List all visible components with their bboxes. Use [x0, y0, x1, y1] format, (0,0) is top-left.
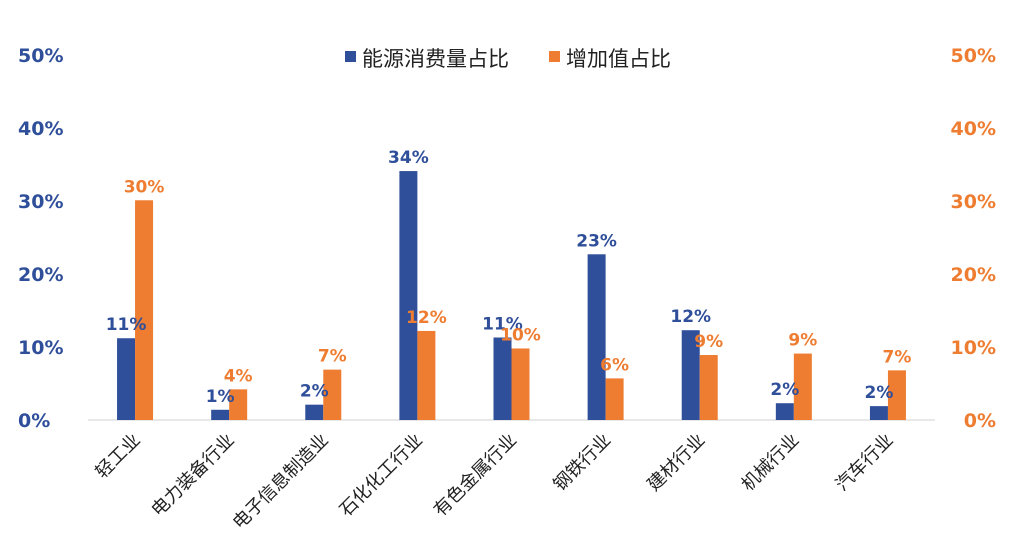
- bar-energy: [775, 403, 794, 420]
- data-label-value-added: 12%: [406, 308, 447, 328]
- y-tick-left: 20%: [18, 264, 63, 286]
- y-tick-right: 30%: [951, 191, 996, 213]
- data-label-energy: 11%: [482, 315, 523, 335]
- bar-energy: [117, 338, 136, 420]
- legend-swatch-energy: [345, 51, 356, 62]
- data-label-energy: 11%: [106, 315, 147, 335]
- bar-value-added: [887, 370, 906, 420]
- y-tick-right: 20%: [951, 264, 996, 286]
- x-category-label: 钢铁行业: [549, 430, 615, 496]
- bar-value-added: [417, 330, 436, 420]
- bar-value-added: [323, 369, 342, 420]
- data-label-energy: 23%: [576, 231, 617, 251]
- left-y-axis: 0% 10% 20% 30% 40% 50%: [18, 45, 63, 432]
- legend-label-value-added: 增加值占比: [566, 47, 671, 71]
- bar-energy: [587, 254, 606, 420]
- x-category-label: 电力装备行业: [147, 430, 238, 521]
- data-label-value-added: 6%: [600, 355, 629, 375]
- data-label-value-added: 30%: [124, 177, 165, 197]
- data-label-energy: 12%: [670, 307, 711, 327]
- bar-energy: [211, 409, 230, 420]
- data-label-energy: 2%: [300, 382, 329, 402]
- data-label-value-added: 9%: [788, 331, 817, 351]
- y-tick-right: 0%: [964, 410, 996, 432]
- y-tick-left: 10%: [18, 337, 63, 359]
- right-y-axis: 0% 10% 20% 30% 40% 50%: [951, 45, 996, 432]
- y-tick-right: 50%: [951, 45, 996, 67]
- y-tick-left: 0%: [18, 410, 50, 432]
- bar-energy: [399, 171, 418, 420]
- bar-value-added: [793, 353, 812, 420]
- data-label-value-added: 10%: [500, 325, 541, 345]
- data-label-energy: 1%: [206, 387, 235, 407]
- data-label-value-added: 7%: [318, 347, 347, 367]
- bar-value-added: [135, 200, 154, 420]
- bar-value-added: [699, 355, 718, 420]
- bar-energy: [869, 406, 888, 420]
- x-category-label: 石化化工行业: [336, 430, 427, 521]
- data-label-energy: 2%: [865, 383, 894, 403]
- x-category-label: 电子信息制造业: [229, 430, 333, 534]
- y-tick-left: 40%: [18, 118, 63, 140]
- bar-energy: [681, 330, 700, 420]
- bar-value-added: [605, 378, 624, 420]
- legend-swatch-value-added: [549, 51, 560, 62]
- y-tick-right: 40%: [951, 118, 996, 140]
- y-tick-left: 30%: [18, 191, 63, 213]
- data-label-value-added: 7%: [883, 347, 912, 367]
- bar-energy: [493, 337, 512, 420]
- data-label-value-added: 4%: [224, 366, 253, 386]
- bars: [117, 171, 906, 420]
- legend-label-energy: 能源消费量占比: [362, 47, 509, 71]
- x-category-label: 建材行业: [643, 430, 709, 496]
- x-category-label: 有色金属行业: [430, 430, 521, 521]
- x-category-label: 轻工业: [92, 430, 145, 483]
- x-category-label: 汽车行业: [832, 430, 898, 496]
- bar-value-added: [511, 348, 530, 420]
- bar-energy: [305, 404, 324, 420]
- data-labels: 11%30%1%4%2%7%34%12% 11%10%23%6%12%9%2%9%…: [106, 148, 912, 407]
- data-label-energy: 2%: [770, 380, 799, 400]
- legend: 能源消费量占比 增加值占比: [345, 47, 671, 71]
- x-category-label: 机械行业: [738, 430, 804, 496]
- data-label-energy: 34%: [388, 148, 429, 168]
- y-tick-left: 50%: [18, 45, 63, 67]
- y-tick-right: 10%: [951, 337, 996, 359]
- data-label-value-added: 9%: [694, 332, 723, 352]
- bar-value-added: [229, 389, 248, 420]
